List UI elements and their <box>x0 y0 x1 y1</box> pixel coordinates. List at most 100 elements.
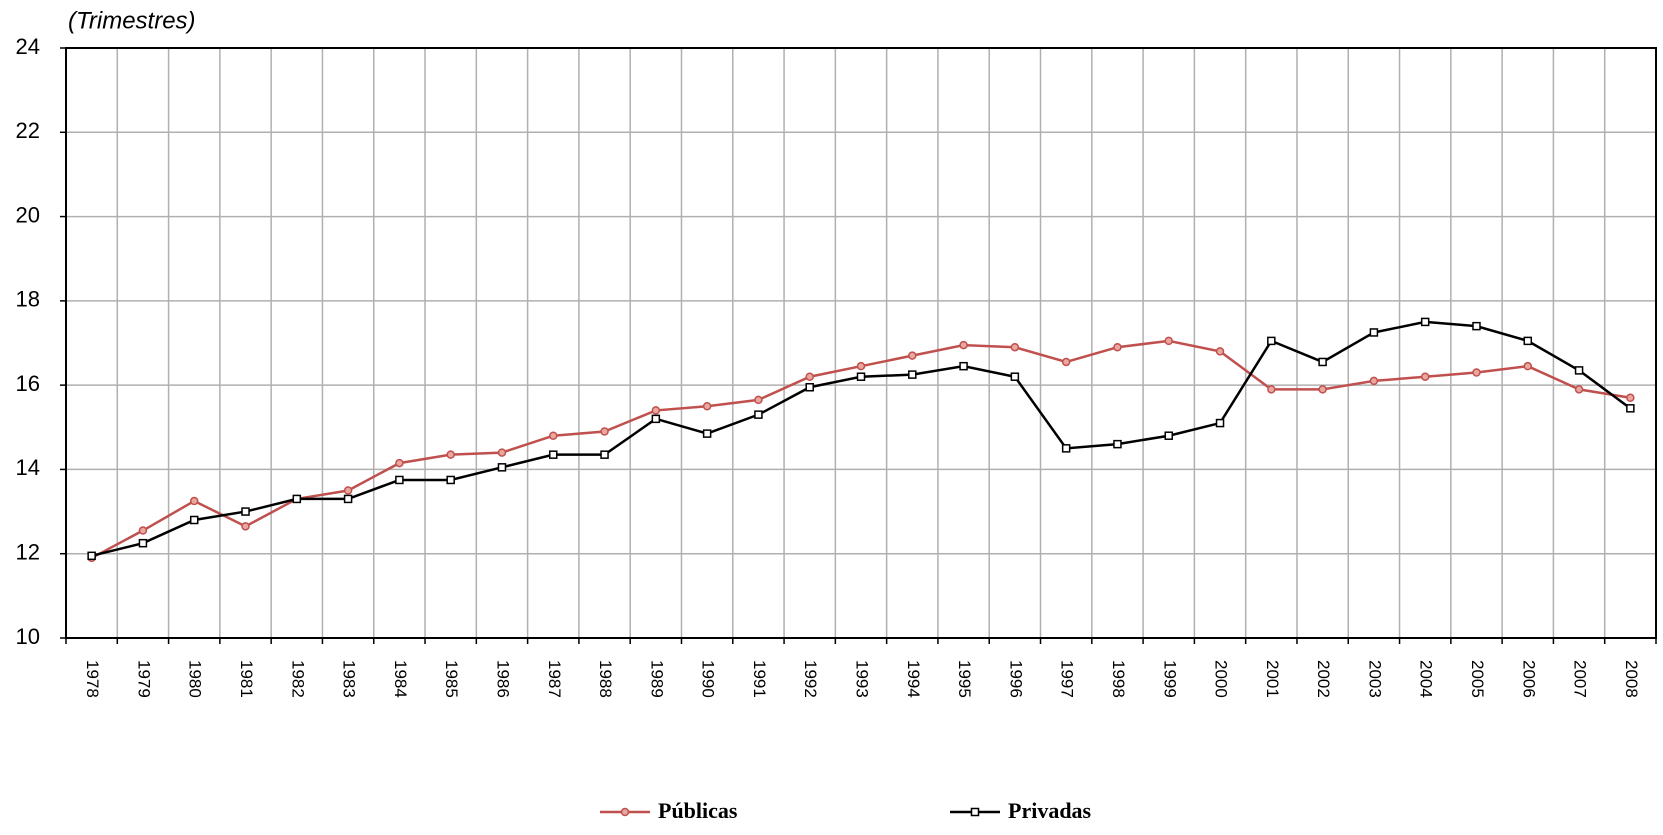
y-tick-label: 24 <box>16 34 40 59</box>
legend-label: Públicas <box>658 798 738 823</box>
data-point <box>189 515 199 525</box>
data-point <box>651 406 661 415</box>
data-point <box>1267 385 1276 394</box>
data-point <box>395 475 404 485</box>
data-point <box>651 414 661 424</box>
data-point <box>805 383 814 392</box>
data-point <box>1626 404 1635 413</box>
x-tick-label: 2002 <box>1314 660 1333 698</box>
y-tick-label: 12 <box>16 540 40 565</box>
x-tick-label: 2003 <box>1365 660 1384 698</box>
y-tick-label: 22 <box>16 118 40 143</box>
data-point <box>1420 372 1430 381</box>
x-tick-label: 1982 <box>288 660 307 698</box>
data-point <box>1164 336 1173 346</box>
data-point <box>1113 342 1122 352</box>
data-point <box>1472 368 1481 377</box>
data-point <box>446 450 455 459</box>
x-tick-label: 1990 <box>699 660 718 698</box>
x-tick-label: 1997 <box>1058 660 1077 698</box>
x-tick-label: 1987 <box>545 660 564 698</box>
data-point <box>702 401 712 411</box>
x-tick-label: 1989 <box>647 660 666 698</box>
x-tick-label: 1999 <box>1160 660 1179 698</box>
data-point <box>497 448 507 457</box>
x-tick-label: 1980 <box>186 660 205 698</box>
data-point <box>1061 357 1071 367</box>
data-point <box>138 538 148 548</box>
plot-frame <box>65 47 1657 639</box>
data-point <box>87 551 96 561</box>
data-point <box>1318 357 1327 367</box>
x-tick-label: 1978 <box>83 660 102 698</box>
x-tick-label: 1984 <box>391 660 410 698</box>
data-point <box>1215 418 1225 428</box>
data-point <box>549 431 558 440</box>
data-point <box>1472 321 1481 331</box>
x-tick-label: 1994 <box>904 660 923 698</box>
x-tick-label: 1993 <box>853 660 872 698</box>
legend-label: Privadas <box>1008 798 1092 823</box>
data-point <box>908 370 917 379</box>
data-point <box>1061 444 1071 453</box>
x-tick-label: 1995 <box>955 660 974 698</box>
data-point <box>1010 342 1020 352</box>
data-point <box>754 410 763 419</box>
x-tick-label: 2001 <box>1263 660 1282 698</box>
x-tick-label: 1983 <box>340 660 359 698</box>
data-point <box>1574 366 1584 375</box>
x-tick-label: 1996 <box>1006 660 1025 698</box>
x-tick-label: 1979 <box>134 660 153 698</box>
data-point <box>856 372 866 381</box>
data-point <box>1267 336 1276 346</box>
data-point <box>1626 393 1635 403</box>
data-point <box>395 458 404 468</box>
x-tick-label: 1988 <box>596 660 615 698</box>
legend-marker <box>970 807 980 817</box>
data-point <box>908 351 917 360</box>
y-axis-label: (Trimestres) <box>68 7 196 34</box>
data-point <box>754 395 763 405</box>
data-point <box>1369 376 1379 386</box>
data-point <box>189 496 199 506</box>
data-point <box>138 526 148 535</box>
y-tick-label: 20 <box>16 202 40 227</box>
legend-marker <box>620 807 630 817</box>
data-point <box>702 429 712 438</box>
data-point <box>1164 431 1173 440</box>
data-point <box>1318 385 1327 394</box>
data-point <box>600 427 609 436</box>
data-point <box>343 486 353 495</box>
data-point <box>805 372 814 381</box>
x-tick-label: 1998 <box>1109 660 1128 698</box>
x-tick-label: 2007 <box>1571 660 1590 698</box>
x-tick-label: 1992 <box>801 660 820 698</box>
x-tick-label: 2008 <box>1622 660 1641 698</box>
data-point <box>292 494 302 504</box>
x-tick-label: 2000 <box>1212 660 1231 698</box>
y-tick-label: 10 <box>16 624 40 649</box>
x-tick-label: 1991 <box>750 660 769 698</box>
data-point <box>959 361 968 371</box>
data-point <box>1113 439 1122 449</box>
data-point <box>1574 385 1584 394</box>
data-point <box>1215 347 1225 356</box>
data-point <box>549 450 558 459</box>
data-point <box>600 450 609 459</box>
x-tick-label: 2006 <box>1519 660 1538 698</box>
data-point <box>241 507 250 516</box>
y-tick-label: 14 <box>16 455 40 480</box>
x-tick-label: 1985 <box>442 660 461 698</box>
data-point <box>1523 336 1533 346</box>
x-tick-label: 2004 <box>1417 660 1436 698</box>
y-tick-label: 18 <box>16 287 40 312</box>
y-tick-label: 16 <box>16 371 40 396</box>
x-tick-label: 1981 <box>237 660 256 698</box>
data-point <box>1369 328 1379 337</box>
data-point <box>856 361 866 371</box>
data-point <box>1523 361 1533 371</box>
data-point <box>1420 317 1430 327</box>
data-point <box>241 522 250 531</box>
x-tick-label: 1986 <box>493 660 512 698</box>
